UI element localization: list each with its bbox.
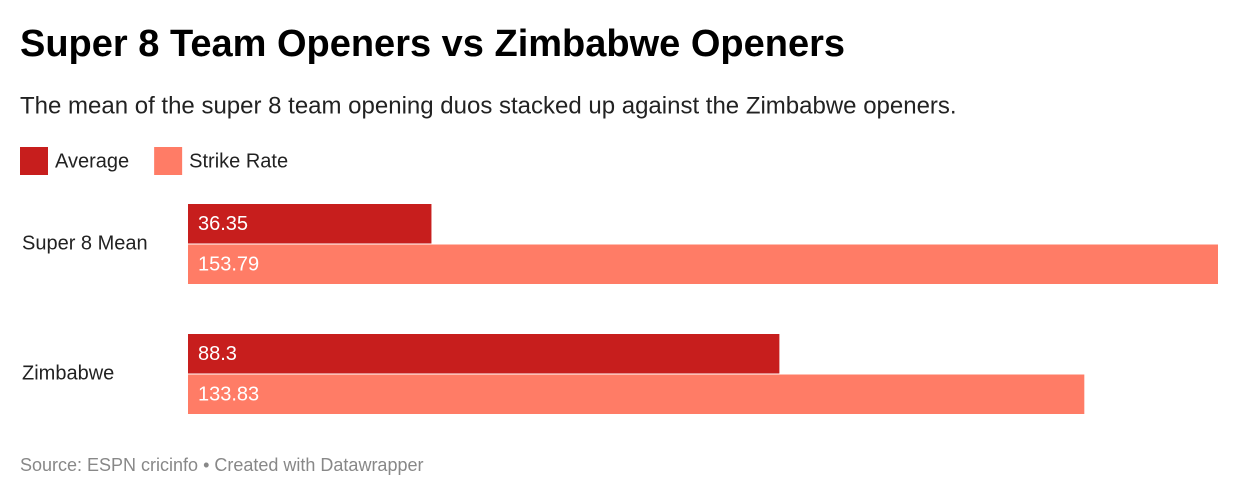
legend-label: Strike Rate bbox=[189, 150, 288, 172]
legend-swatch bbox=[20, 147, 48, 175]
value-label: 153.79 bbox=[198, 254, 259, 276]
value-label: 36.35 bbox=[198, 213, 248, 235]
chart-title: Super 8 Team Openers vs Zimbabwe Openers bbox=[20, 23, 845, 65]
legend-label: Average bbox=[55, 150, 129, 172]
chart-subtitle: The mean of the super 8 team opening duo… bbox=[20, 92, 957, 119]
bar bbox=[188, 374, 1085, 414]
legend-swatch bbox=[154, 147, 183, 175]
category-label: Zimbabwe bbox=[22, 362, 114, 384]
bar bbox=[188, 334, 780, 374]
bar bbox=[188, 244, 1218, 284]
value-label: 88.3 bbox=[198, 343, 237, 365]
value-label: 133.83 bbox=[198, 384, 259, 406]
bar bbox=[188, 204, 432, 244]
source-note: Source: ESPN cricinfo • Created with Dat… bbox=[20, 455, 423, 475]
category-label: Super 8 Mean bbox=[22, 232, 148, 254]
